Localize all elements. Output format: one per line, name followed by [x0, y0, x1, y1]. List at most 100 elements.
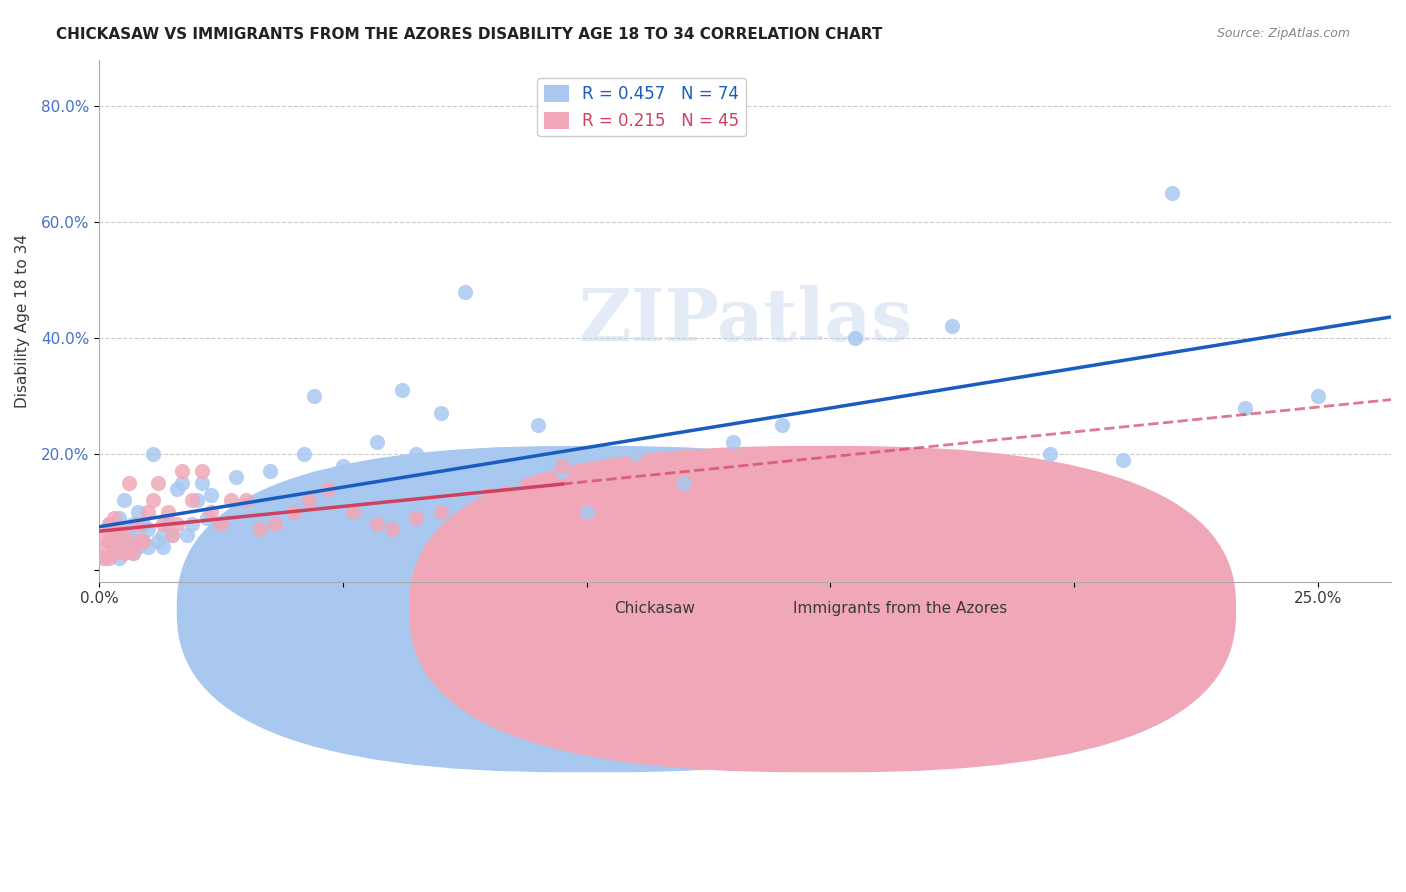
Point — [454, 285, 477, 299]
Point — [273, 505, 295, 519]
Point — [152, 528, 174, 542]
Point — [844, 331, 866, 345]
Point — [122, 546, 145, 560]
Point — [245, 505, 267, 519]
Point — [127, 516, 149, 531]
Point — [381, 523, 404, 537]
Point — [502, 476, 524, 491]
Point — [298, 493, 321, 508]
Point — [259, 465, 281, 479]
Point — [721, 435, 744, 450]
Point — [98, 534, 121, 549]
Point — [127, 540, 149, 554]
Point — [136, 523, 159, 537]
Point — [381, 458, 404, 473]
Text: ZIPatlas: ZIPatlas — [578, 285, 912, 356]
Point — [263, 516, 285, 531]
Point — [156, 505, 179, 519]
Point — [235, 493, 257, 508]
Text: CHICKASAW VS IMMIGRANTS FROM THE AZORES DISABILITY AGE 18 TO 34 CORRELATION CHAR: CHICKASAW VS IMMIGRANTS FROM THE AZORES … — [56, 27, 883, 42]
Point — [478, 458, 501, 473]
Point — [132, 534, 155, 549]
Point — [103, 546, 125, 560]
Point — [103, 511, 125, 525]
Point — [162, 528, 184, 542]
Point — [103, 540, 125, 554]
Point — [127, 534, 149, 549]
Point — [136, 540, 159, 554]
Point — [162, 528, 184, 542]
Point — [93, 551, 115, 566]
Point — [117, 540, 139, 554]
Point — [146, 534, 169, 549]
Point — [200, 488, 222, 502]
Point — [122, 516, 145, 531]
Point — [136, 505, 159, 519]
Text: Immigrants from the Azores: Immigrants from the Azores — [793, 601, 1007, 616]
Point — [142, 493, 165, 508]
Point — [200, 505, 222, 519]
Point — [342, 465, 364, 479]
Point — [166, 482, 188, 496]
Point — [108, 540, 131, 554]
Point — [318, 482, 340, 496]
Point — [1306, 389, 1329, 403]
Point — [1039, 447, 1062, 461]
Point — [98, 534, 121, 549]
Point — [209, 516, 232, 531]
Point — [551, 465, 574, 479]
Point — [624, 447, 647, 461]
Point — [142, 447, 165, 461]
Point — [312, 476, 335, 491]
Point — [127, 523, 149, 537]
Point — [166, 516, 188, 531]
Point — [186, 493, 208, 508]
Point — [941, 319, 963, 334]
Point — [366, 516, 388, 531]
Point — [112, 528, 135, 542]
Point — [195, 511, 218, 525]
Point — [152, 516, 174, 531]
Point — [527, 418, 550, 433]
Point — [551, 458, 574, 473]
Point — [429, 505, 451, 519]
Point — [122, 534, 145, 549]
Point — [103, 528, 125, 542]
Point — [342, 505, 364, 519]
Point — [1160, 186, 1182, 200]
Point — [283, 505, 305, 519]
Point — [103, 523, 125, 537]
Point — [302, 389, 325, 403]
Point — [93, 551, 115, 566]
FancyBboxPatch shape — [177, 446, 1004, 772]
Point — [405, 447, 427, 461]
Point — [770, 418, 793, 433]
Point — [117, 523, 139, 537]
Point — [108, 511, 131, 525]
Point — [112, 546, 135, 560]
Point — [117, 540, 139, 554]
Point — [405, 511, 427, 525]
Point — [1233, 401, 1256, 415]
Point — [356, 476, 378, 491]
Point — [93, 528, 115, 542]
Point — [209, 523, 232, 537]
FancyBboxPatch shape — [409, 446, 1236, 772]
Point — [366, 435, 388, 450]
Point — [172, 476, 194, 491]
Point — [172, 465, 194, 479]
Point — [391, 384, 413, 398]
Point — [112, 493, 135, 508]
Point — [156, 516, 179, 531]
Point — [117, 476, 139, 491]
Point — [103, 546, 125, 560]
Point — [249, 523, 271, 537]
Point — [181, 516, 204, 531]
Point — [176, 528, 198, 542]
Point — [1112, 453, 1135, 467]
Point — [152, 540, 174, 554]
Point — [332, 458, 354, 473]
Point — [98, 551, 121, 566]
Point — [112, 534, 135, 549]
Y-axis label: Disability Age 18 to 34: Disability Age 18 to 34 — [15, 234, 30, 408]
